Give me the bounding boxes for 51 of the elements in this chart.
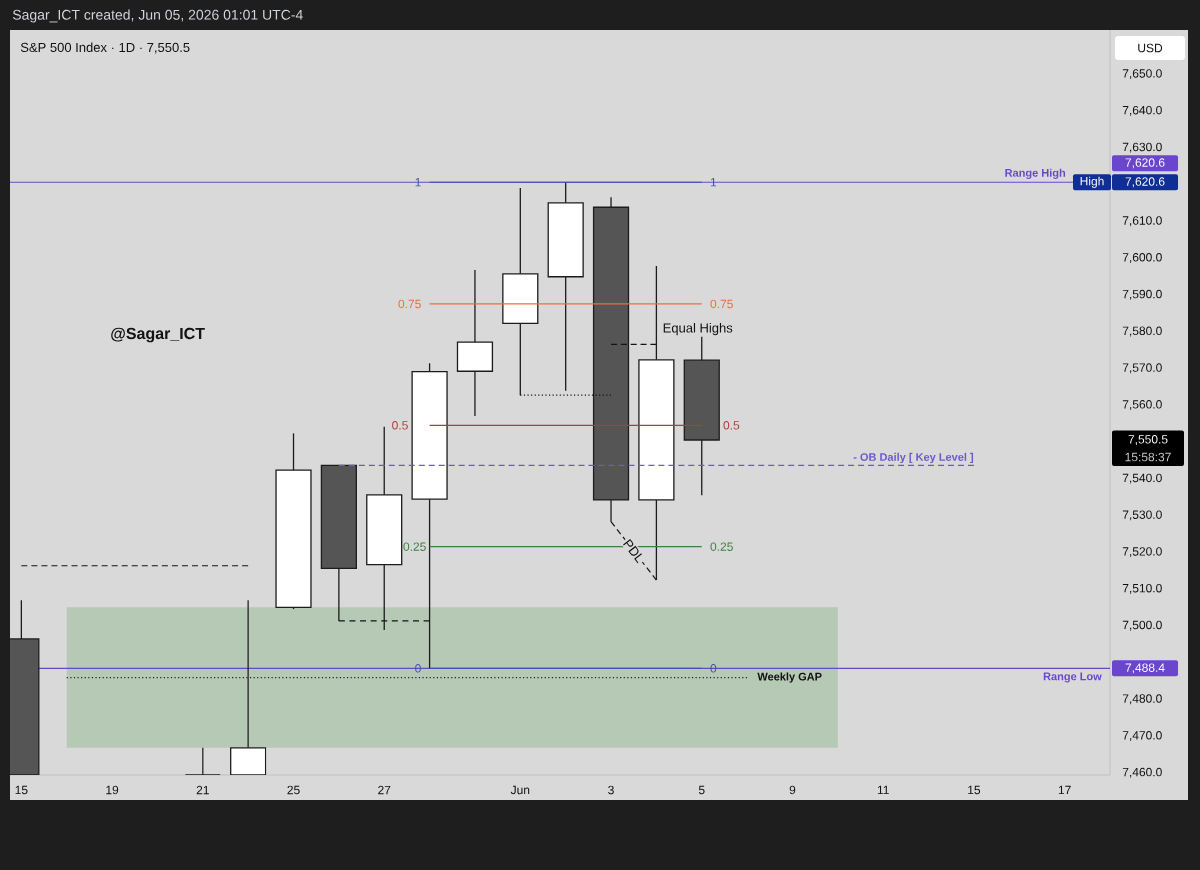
x-tick-label: 27 <box>378 785 391 795</box>
x-tick-label: Jun <box>510 785 530 795</box>
y-tick-label: 7,500.0 <box>1122 620 1162 631</box>
x-tick-label: 9 <box>789 785 796 795</box>
y-tick-label: 7,590.0 <box>1122 289 1162 300</box>
text: Sagar_ICT created, Jun 05, 2026 01:01 UTC-4 <box>12 9 303 23</box>
text: S&P 500 Index · 1D · 7,550.5 <box>20 42 190 54</box>
series-label: 0.5 <box>723 421 740 430</box>
y-tick-label: 7,480.0 <box>1122 694 1162 705</box>
text: 0.5 <box>392 421 408 430</box>
text: 0.75 <box>398 299 421 309</box>
y-tick-label: 7,650.0 <box>1122 69 1162 80</box>
y-tick-label: 7,530.0 <box>1122 510 1162 521</box>
text: 7,620.6 <box>1125 158 1165 169</box>
y-tick-label: 7,570.0 <box>1122 363 1162 374</box>
annotation: @Sagar_ICT <box>111 327 205 343</box>
x-tick-label: 15 <box>15 785 28 795</box>
y-axis-title: USD <box>1138 43 1163 53</box>
y-tick-label: 7,560.0 <box>1122 400 1162 411</box>
ref-line-label: Range High <box>1005 168 1066 179</box>
x-tick-label: 15 <box>968 785 981 795</box>
x-tick-label: 5 <box>698 785 705 795</box>
y-tick-label: 7,460.0 <box>1122 767 1162 778</box>
series-label: Equal Highs <box>663 323 733 336</box>
x-tick-label: 11 <box>877 785 889 795</box>
x-tick-label: 21 <box>196 785 209 795</box>
x-tick-label: 25 <box>287 785 300 795</box>
x-tick-label: 3 <box>608 785 614 795</box>
y-tick-label: 7,630.0 <box>1122 142 1162 153</box>
text: 15:58:37 <box>1125 452 1171 462</box>
series-label: 0.75 <box>710 299 733 309</box>
y-tick-label: 7,540.0 <box>1122 473 1162 484</box>
annotation: High <box>1080 176 1104 188</box>
y-tick-label: 7,600.0 <box>1122 253 1162 263</box>
y-tick-label: 7,640.0 <box>1122 105 1162 116</box>
series-label: - OB Daily [ Key Level ] <box>853 452 974 464</box>
x-tick-label: 17 <box>1058 785 1071 795</box>
text: 7,620.6 <box>1125 177 1165 188</box>
y-tick-label: 7,610.0 <box>1122 216 1162 227</box>
y-tick-label: 7,510.0 <box>1122 583 1162 594</box>
x-tick-label: 19 <box>106 785 119 795</box>
y-tick-label: 7,470.0 <box>1122 731 1162 741</box>
text: 0.25 <box>710 542 733 551</box>
series-label: Weekly GAP <box>757 672 822 683</box>
text: 7,488.4 <box>1125 663 1165 674</box>
y-tick-label: 7,580.0 <box>1122 326 1162 337</box>
text: 1 <box>710 178 717 187</box>
series-label: 0.25 <box>403 542 426 551</box>
y-tick-label: 7,520.0 <box>1122 547 1162 558</box>
text: 7,550.5 <box>1128 435 1168 445</box>
ref-line-label: Range Low <box>1043 672 1102 683</box>
